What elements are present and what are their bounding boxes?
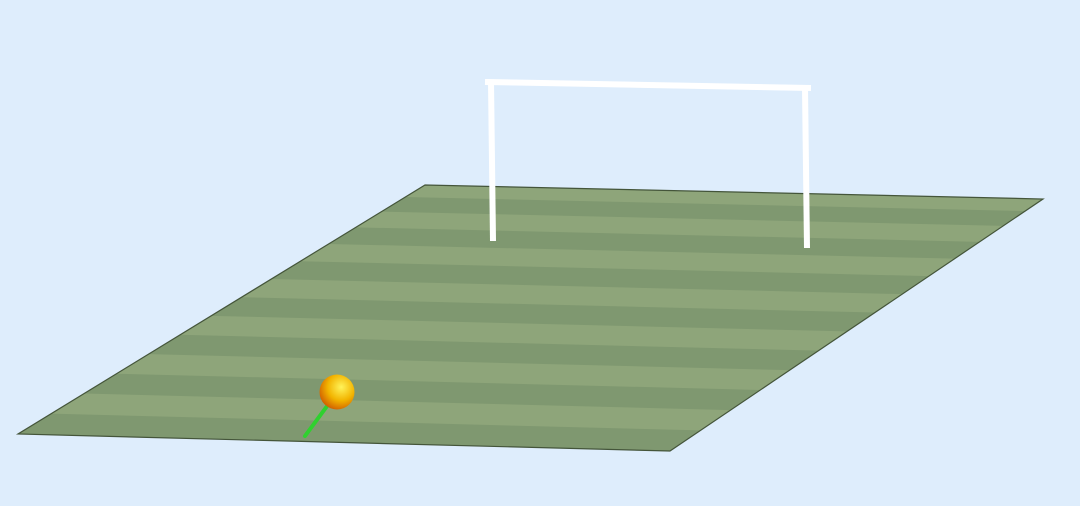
field-stripe [148, 334, 819, 371]
field-stripe [84, 373, 761, 411]
field-stripe [381, 196, 1026, 226]
field-stripe [18, 413, 701, 451]
goal[interactable] [484, 78, 812, 249]
field-stripe [211, 297, 875, 332]
field-stripe [271, 261, 929, 295]
goal-crossbar [484, 78, 812, 92]
goal-left-post [488, 81, 496, 242]
ball-icon[interactable] [319, 374, 355, 410]
field-boundary [15, 184, 1045, 452]
goal-right-post [802, 87, 810, 249]
